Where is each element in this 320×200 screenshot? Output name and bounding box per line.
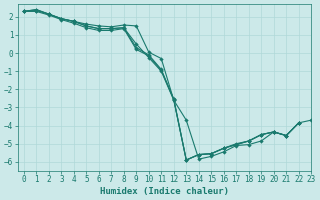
X-axis label: Humidex (Indice chaleur): Humidex (Indice chaleur) bbox=[100, 187, 229, 196]
